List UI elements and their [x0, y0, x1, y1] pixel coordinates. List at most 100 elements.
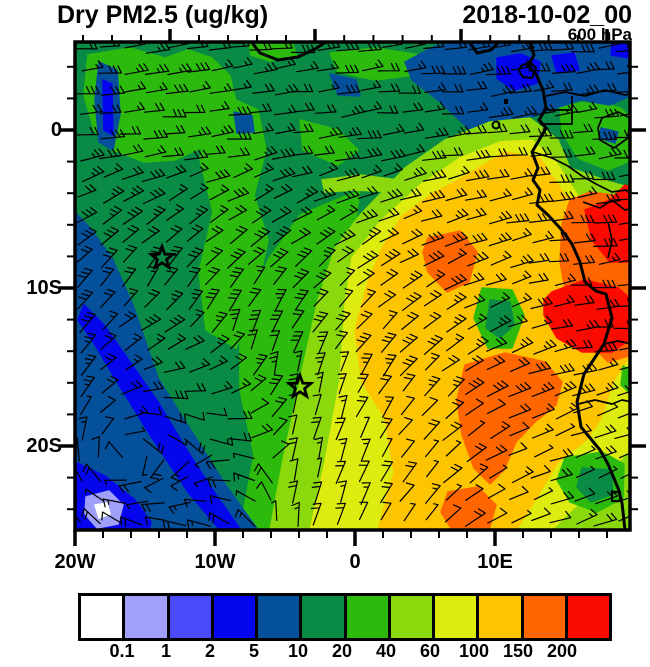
wind-barb	[291, 44, 316, 54]
wind-barb	[288, 414, 298, 435]
wind-barb	[145, 82, 168, 94]
wind-barb	[361, 164, 382, 179]
wind-barb	[121, 380, 143, 395]
wind-barb	[230, 353, 248, 370]
wind-barb	[530, 166, 551, 177]
wind-barb	[336, 168, 360, 182]
wind-barb	[229, 225, 248, 245]
wind-barb	[205, 145, 226, 155]
wind-barb	[271, 148, 296, 160]
wind-barb	[163, 360, 186, 373]
wind-barb	[124, 63, 149, 75]
wind-barb	[125, 354, 143, 371]
colorbar-label-100: 100	[458, 641, 490, 661]
wind-barb	[185, 382, 207, 392]
wind-barb	[339, 288, 354, 308]
wind-barb	[189, 162, 209, 177]
wind-barb	[184, 104, 206, 114]
wind-barb	[573, 233, 596, 244]
wind-barb	[490, 250, 512, 266]
wind-barb	[398, 85, 422, 94]
pm-region-green-over-1-core	[485, 299, 515, 339]
wind-barb	[570, 423, 592, 437]
wind-barb	[491, 84, 516, 97]
wind-barb	[534, 487, 554, 500]
wind-barb	[593, 238, 618, 247]
wind-barb	[593, 512, 618, 527]
wind-barb	[227, 410, 253, 420]
wind-barb	[555, 402, 579, 420]
colorbar-cell-9	[476, 596, 521, 638]
wind-barb	[532, 423, 554, 439]
wind-barb	[357, 373, 369, 393]
wind-barb	[253, 353, 268, 376]
wind-barb	[488, 232, 512, 247]
wind-barb	[356, 209, 379, 224]
wind-barb	[166, 204, 185, 221]
wind-barb	[509, 83, 532, 94]
wind-barb	[147, 333, 166, 351]
wind-barb	[233, 163, 253, 179]
wind-barb	[403, 205, 423, 220]
wind-barb	[337, 246, 354, 263]
wind-barb	[467, 313, 488, 330]
wind-barb	[441, 66, 467, 75]
wind-barb	[361, 438, 371, 461]
wind-barb	[144, 289, 161, 308]
wind-barb	[100, 226, 120, 246]
wind-barb	[509, 357, 531, 372]
country-border-8	[577, 399, 630, 405]
wind-barb	[533, 339, 557, 355]
wind-barb	[211, 381, 233, 395]
country-border-2	[540, 110, 573, 125]
wind-barb	[125, 426, 146, 436]
wind-barb	[166, 290, 184, 311]
wind-barb	[511, 466, 534, 484]
wind-barb	[377, 62, 400, 72]
wind-barb	[143, 187, 166, 205]
wind-barb	[183, 498, 207, 508]
wind-barb	[186, 519, 211, 529]
wind-barb	[291, 227, 311, 245]
wind-barb	[292, 145, 314, 156]
wind-barb	[144, 477, 164, 494]
wind-barb	[340, 105, 365, 118]
wind-barb	[276, 57, 296, 69]
wind-barb	[528, 272, 549, 284]
wind-barb	[123, 185, 144, 202]
wind-barb	[122, 225, 140, 243]
wind-barb	[531, 507, 551, 522]
pm-region-brightblue-ne-2	[551, 52, 580, 73]
wind-barb	[507, 314, 528, 328]
wind-barb	[403, 502, 416, 522]
wind-barb	[184, 149, 209, 161]
wind-barb	[78, 416, 88, 441]
wind-barb	[598, 252, 621, 265]
wind-barb	[205, 288, 220, 310]
wind-barb	[593, 214, 618, 224]
wind-barb	[424, 101, 446, 113]
wind-barb	[404, 166, 427, 181]
wind-barb	[404, 60, 427, 73]
wind-barb	[75, 514, 81, 523]
wind-barb	[126, 500, 149, 510]
wind-barb	[334, 417, 346, 441]
wind-barb	[273, 266, 287, 285]
wind-barb	[209, 495, 231, 505]
wind-barb	[141, 226, 160, 244]
wind-barb	[189, 80, 211, 93]
colorbar-cell-6	[343, 596, 388, 638]
wind-barb	[508, 381, 532, 397]
wind-barb	[596, 193, 621, 205]
wind-barb	[426, 269, 446, 288]
wind-barb	[270, 248, 289, 268]
wind-barb	[356, 310, 373, 330]
wind-barb	[76, 206, 98, 224]
wind-barb	[403, 122, 425, 134]
wind-barb	[143, 356, 163, 370]
wind-barb	[100, 129, 126, 140]
wind-barb	[146, 205, 166, 225]
wind-barb	[380, 482, 393, 504]
wind-barb	[441, 84, 464, 93]
